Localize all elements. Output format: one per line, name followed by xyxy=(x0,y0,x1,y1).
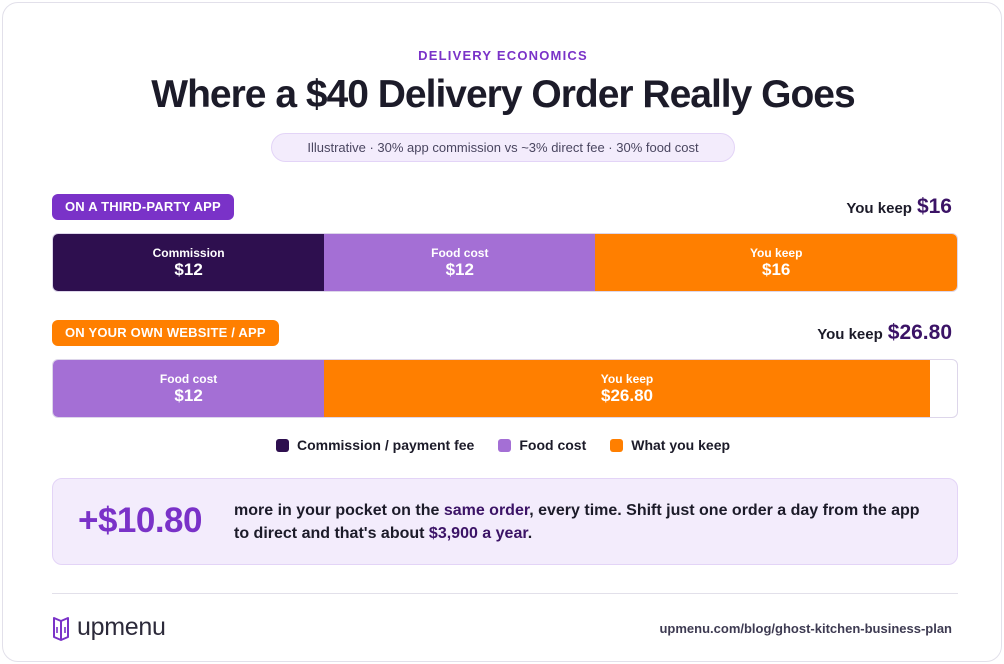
upmenu-logo-icon xyxy=(53,616,69,641)
source-link[interactable]: upmenu.com/blog/ghost-kitchen-business-p… xyxy=(659,621,952,636)
legend-label: Food cost xyxy=(519,437,587,453)
callout-highlight-yearly: $3,900 a year xyxy=(428,525,528,542)
callout-text-1: more in your pocket on the xyxy=(234,502,444,519)
third-party-app-tag: ON A THIRD-PARTY APP xyxy=(52,194,234,220)
segment-label: You keep xyxy=(749,245,803,260)
segment-label: Food cost xyxy=(431,245,489,260)
logo-text: upmenu xyxy=(77,613,166,641)
savings-text: more in your pocket on the same order, e… xyxy=(234,499,934,545)
legend-label: What you keep xyxy=(631,437,731,453)
third-party-stacked-bar: Commission $12 Food cost $12 You keep $16 xyxy=(52,233,958,292)
callout-highlight-same-order: same order xyxy=(443,502,530,519)
keep-summary-label: You keep xyxy=(817,326,883,343)
subtitle-pill: Illustrative · 30% app commission vs ~3%… xyxy=(271,133,735,162)
legend-item-commission: Commission / payment fee xyxy=(275,437,475,453)
segment-value: $12 xyxy=(174,385,203,405)
chart-legend: Commission / payment fee Food cost What yo… xyxy=(3,437,1003,453)
segment-value: $16 xyxy=(761,259,791,279)
segment-value: $26.80 xyxy=(601,385,654,405)
bar-segment-commission: Commission $12 xyxy=(53,234,325,291)
segment-label: Commission xyxy=(152,245,225,260)
legend-label: Commission / payment fee xyxy=(296,437,475,453)
own-website-tag: ON YOUR OWN WEBSITE / APP xyxy=(52,320,279,346)
legend-swatch xyxy=(610,438,624,452)
segment-label: You keep xyxy=(600,371,654,386)
savings-callout: +$10.80 more in your pocket on the same … xyxy=(52,478,958,565)
bar-segment-food-cost: Food cost $12 xyxy=(53,360,325,417)
callout-text-2: , every time. Shift just one order a day… xyxy=(234,502,920,542)
segment-value: $12 xyxy=(445,259,474,279)
own-website-keep-summary: You keep $26.80 xyxy=(817,321,952,345)
footer-divider xyxy=(52,593,958,594)
legend-item-food-cost: Food cost xyxy=(498,437,586,453)
savings-number: +$10.80 xyxy=(78,501,203,540)
page-title: Where a $40 Delivery Order Really Goes xyxy=(151,73,855,116)
segment-value: $12 xyxy=(174,259,203,279)
bar-segment-food-cost: Food cost $12 xyxy=(324,234,596,291)
segment-label: Food cost xyxy=(159,371,218,386)
keep-summary-amount: $16 xyxy=(916,195,952,218)
keep-summary-label: You keep xyxy=(846,200,912,217)
callout-text-3: . xyxy=(527,525,533,542)
bar-segment-keep: You keep $16 xyxy=(595,234,957,291)
upmenu-logo[interactable]: upmenu xyxy=(52,613,166,642)
third-party-keep-summary: You keep $16 xyxy=(846,195,952,219)
legend-swatch xyxy=(498,438,512,452)
legend-item-keep: What you keep xyxy=(610,437,730,453)
keep-summary-amount: $26.80 xyxy=(887,321,952,344)
legend-swatch xyxy=(275,438,289,452)
own-website-stacked-bar: Food cost $12 You keep $26.80 xyxy=(52,359,958,418)
bar-segment-keep: You keep $26.80 xyxy=(324,360,930,417)
kicker: DELIVERY ECONOMICS xyxy=(418,48,588,63)
